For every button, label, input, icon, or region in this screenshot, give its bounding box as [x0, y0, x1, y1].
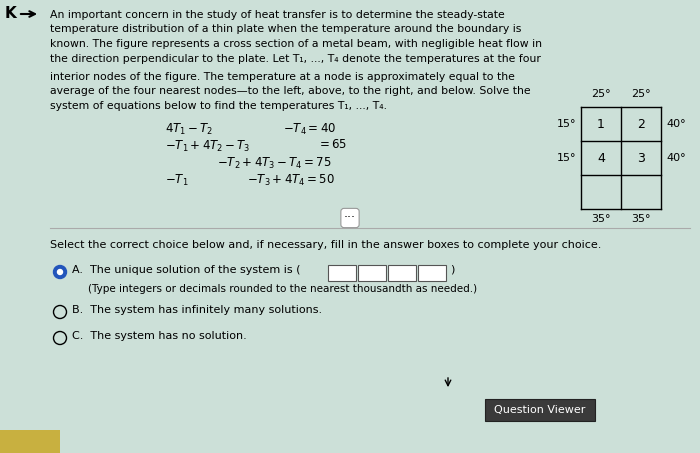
Text: system of equations below to find the temperatures T₁, ..., T₄.: system of equations below to find the te…	[50, 101, 387, 111]
Bar	[358, 265, 386, 281]
Bar	[388, 265, 416, 281]
Text: known. The figure represents a cross section of a metal beam, with negligible he: known. The figure represents a cross sec…	[50, 39, 542, 49]
Text: K: K	[4, 6, 16, 21]
Circle shape	[57, 270, 62, 275]
Text: An important concern in the study of heat transfer is to determine the steady-st: An important concern in the study of hea…	[50, 10, 505, 20]
Text: the direction perpendicular to the plate. Let T₁, ..., T₄ denote the temperature: the direction perpendicular to the plate…	[50, 53, 541, 63]
Text: ···: ···	[344, 212, 356, 225]
Circle shape	[53, 265, 66, 279]
Text: C.  The system has no solution.: C. The system has no solution.	[72, 331, 246, 341]
Text: interior nodes of the figure. The temperature at a node is approximately equal t: interior nodes of the figure. The temper…	[50, 72, 515, 82]
Text: 1: 1	[597, 117, 605, 130]
Text: 15°: 15°	[556, 119, 576, 129]
Bar	[418, 265, 446, 281]
Text: A.  The unique solution of the system is (: A. The unique solution of the system is …	[72, 265, 300, 275]
Text: 3: 3	[637, 151, 645, 164]
Text: Select the correct choice below and, if necessary, fill in the answer boxes to c: Select the correct choice below and, if …	[50, 240, 601, 250]
Text: average of the four nearest nodes—to the left, above, to the right, and below. S: average of the four nearest nodes—to the…	[50, 87, 531, 96]
Text: 40°: 40°	[666, 153, 685, 163]
Text: $- T_2 + 4T_3 - T_4 = 75$: $- T_2 + 4T_3 - T_4 = 75$	[217, 155, 332, 171]
Text: 35°: 35°	[592, 214, 610, 224]
Text: $-T_1 + 4T_2 - T_3$: $-T_1 + 4T_2 - T_3$	[165, 139, 251, 154]
Text: Question Viewer: Question Viewer	[494, 405, 586, 415]
Text: (Type integers or decimals rounded to the nearest thousandth as needed.): (Type integers or decimals rounded to th…	[88, 284, 477, 294]
Text: $-T_1$: $-T_1$	[165, 173, 188, 188]
Text: $4T_1 - T_2$: $4T_1 - T_2$	[165, 121, 214, 137]
Text: 25°: 25°	[592, 89, 611, 99]
Text: temperature distribution of a thin plate when the temperature around the boundar: temperature distribution of a thin plate…	[50, 24, 522, 34]
Text: $- T_3 + 4T_4 = 50$: $- T_3 + 4T_4 = 50$	[247, 173, 335, 188]
Bar	[328, 265, 356, 281]
Bar	[485, 399, 595, 421]
Text: $- T_4 = 40$: $- T_4 = 40$	[283, 121, 336, 137]
Text: $= 65$: $= 65$	[317, 139, 347, 151]
Text: ): )	[450, 265, 454, 275]
Text: 4: 4	[597, 151, 605, 164]
Bar	[0, 430, 60, 453]
Text: B.  The system has infinitely many solutions.: B. The system has infinitely many soluti…	[72, 305, 322, 315]
Text: 15°: 15°	[556, 153, 576, 163]
Text: 35°: 35°	[631, 214, 651, 224]
Text: 2: 2	[637, 117, 645, 130]
Text: 40°: 40°	[666, 119, 685, 129]
Text: 25°: 25°	[631, 89, 651, 99]
